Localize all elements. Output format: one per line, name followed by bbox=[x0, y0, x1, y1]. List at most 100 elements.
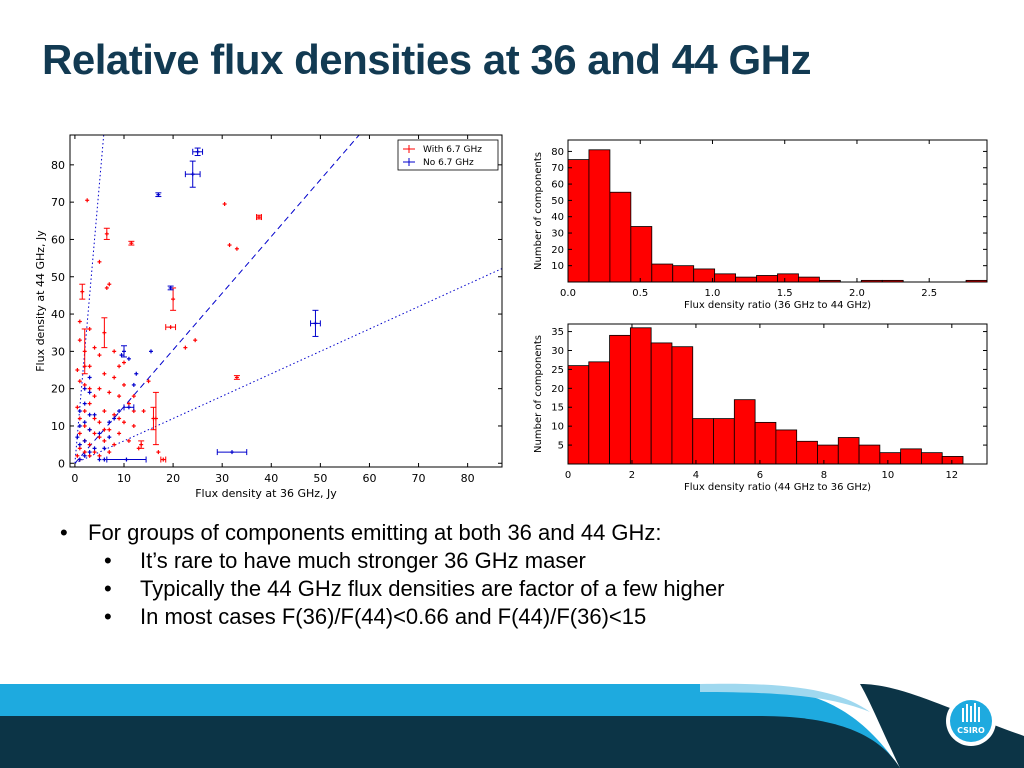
x-tick-label: 10 bbox=[117, 472, 131, 485]
data-point bbox=[117, 431, 122, 436]
x-tick-label: 60 bbox=[362, 472, 376, 485]
data-point bbox=[131, 394, 136, 399]
y-tick-label: 20 bbox=[51, 383, 65, 396]
histogram-bar bbox=[858, 444, 881, 465]
logo-text: CSIRO bbox=[957, 726, 985, 735]
data-point bbox=[146, 379, 151, 384]
y-tick-label: 25 bbox=[551, 365, 564, 376]
x-axis-label: Flux density at 36 GHz, Jy bbox=[195, 487, 337, 500]
y-axis-label: Number of components bbox=[533, 335, 544, 453]
x-tick-label: 0.5 bbox=[632, 288, 648, 299]
data-point bbox=[126, 356, 131, 361]
data-point bbox=[112, 416, 117, 421]
bullet-item: • Typically the 44 GHz flux densities are… bbox=[104, 576, 725, 601]
histogram-bar bbox=[756, 275, 778, 283]
data-point bbox=[192, 147, 204, 157]
histogram-44-to-36: 0 2 4 6 8 10 12 5 10 15 20 25 30 35 Flux density ratio… bbox=[533, 323, 988, 493]
bullet-text: It’s rare to have much stronger 36 GHz m… bbox=[140, 548, 586, 573]
data-point bbox=[82, 409, 87, 414]
y-tick-label: 80 bbox=[551, 147, 564, 158]
data-point bbox=[184, 160, 201, 188]
y-tick-label: 10 bbox=[51, 420, 65, 433]
histogram-bar bbox=[817, 444, 839, 465]
bullet-text: In most cases F(36)/F(44)<0.66 and F(44)… bbox=[140, 604, 647, 629]
data-point bbox=[193, 338, 198, 343]
data-point bbox=[82, 401, 87, 406]
data-point bbox=[112, 375, 117, 380]
data-point bbox=[126, 438, 131, 443]
y-tick-label: 60 bbox=[51, 233, 65, 246]
histogram-bar bbox=[609, 191, 632, 283]
histogram-bar bbox=[837, 437, 860, 465]
data-point bbox=[117, 416, 122, 421]
y-tick-label: 50 bbox=[551, 196, 564, 207]
legend-label: No 6.7 GHz bbox=[423, 158, 474, 168]
histogram-bar bbox=[798, 276, 820, 283]
data-point bbox=[107, 427, 112, 432]
data-point bbox=[122, 382, 126, 387]
data-point bbox=[112, 442, 117, 447]
data-point bbox=[87, 386, 92, 391]
data-point bbox=[107, 390, 112, 395]
x-tick-label: 4 bbox=[693, 470, 699, 481]
data-point bbox=[234, 246, 239, 251]
data-point bbox=[102, 371, 107, 376]
y-tick-label: 80 bbox=[51, 159, 65, 172]
slide-title: Relative flux densities at 36 and 44 GHz bbox=[42, 36, 811, 83]
x-tick-label: 12 bbox=[945, 470, 958, 481]
data-point bbox=[149, 349, 153, 354]
footer-band: CSIRO bbox=[0, 683, 1024, 768]
x-tick-label: 0 bbox=[565, 470, 571, 481]
data-point bbox=[87, 401, 92, 406]
data-point bbox=[152, 391, 159, 446]
histogram-bar bbox=[754, 421, 777, 465]
data-point bbox=[122, 420, 126, 425]
y-tick-label: 40 bbox=[551, 212, 564, 223]
legend-label: With 6.7 GHz bbox=[423, 145, 482, 155]
histogram-bar bbox=[714, 273, 736, 283]
data-point bbox=[107, 420, 112, 425]
histogram-bar bbox=[651, 263, 674, 283]
data-point bbox=[87, 450, 92, 455]
data-point bbox=[82, 386, 87, 391]
data-point bbox=[136, 446, 141, 451]
data-point bbox=[92, 345, 97, 350]
data-point bbox=[117, 364, 122, 369]
data-point bbox=[227, 243, 232, 248]
data-point bbox=[77, 446, 82, 451]
data-point bbox=[123, 404, 135, 411]
histogram-bar bbox=[775, 429, 798, 465]
data-point bbox=[85, 198, 90, 203]
plot-area bbox=[74, 135, 502, 464]
ratio-line-1 bbox=[74, 135, 360, 464]
data-point bbox=[131, 382, 136, 387]
histogram-bar bbox=[588, 149, 611, 283]
data-point bbox=[183, 345, 188, 350]
data-point bbox=[167, 285, 174, 291]
y-tick-label: 15 bbox=[551, 403, 564, 414]
data-point bbox=[112, 412, 117, 417]
data-point bbox=[97, 420, 102, 425]
histogram-bar bbox=[588, 361, 610, 465]
data-point bbox=[141, 409, 146, 414]
x-tick-label: 40 bbox=[264, 472, 278, 485]
y-tick-label: 35 bbox=[551, 327, 564, 338]
data-point bbox=[131, 423, 136, 428]
ratio-line-2 bbox=[74, 268, 502, 464]
histogram-bar bbox=[630, 226, 653, 283]
data-point bbox=[97, 353, 102, 358]
histogram-bar bbox=[713, 418, 735, 465]
data-point bbox=[103, 227, 110, 240]
plot-frame bbox=[567, 139, 988, 283]
data-point bbox=[75, 453, 80, 458]
bullet-text: For groups of components emitting at bot… bbox=[88, 520, 662, 545]
y-tick-label: 5 bbox=[558, 441, 564, 452]
histogram-bar bbox=[693, 268, 716, 283]
data-point bbox=[107, 450, 112, 455]
data-point bbox=[97, 259, 102, 264]
histogram-bar bbox=[567, 159, 590, 283]
data-point bbox=[102, 427, 107, 432]
data-point bbox=[112, 349, 117, 354]
y-tick-label: 30 bbox=[51, 345, 65, 358]
data-point bbox=[92, 446, 97, 451]
